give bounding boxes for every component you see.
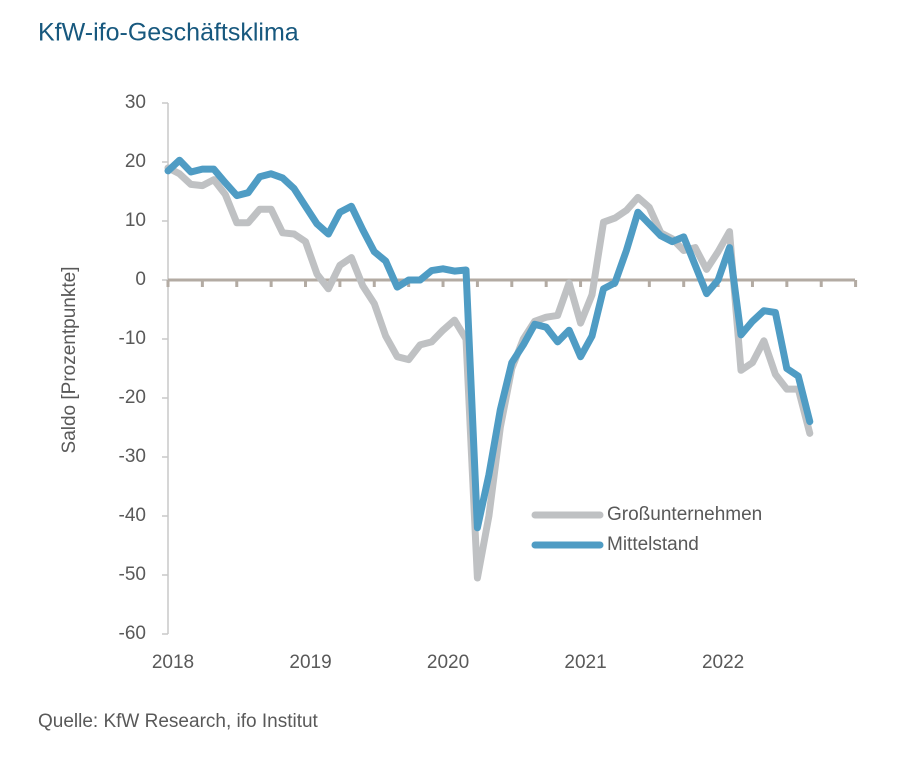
y-axis-label: Saldo [Prozentpunkte] bbox=[59, 267, 80, 454]
y-tick-label: 30 bbox=[125, 92, 146, 113]
y-tick-label: -60 bbox=[119, 623, 146, 644]
chart-title: KfW-ifo-Geschäftsklima bbox=[38, 19, 299, 47]
x-tick-label: 2021 bbox=[564, 652, 606, 673]
y-tick-label: -50 bbox=[119, 564, 146, 585]
y-tick-label: 20 bbox=[125, 151, 146, 172]
y-tick-label: 10 bbox=[125, 210, 146, 231]
x-tick-label: 2022 bbox=[702, 652, 744, 673]
source-note: Quelle: KfW Research, ifo Institut bbox=[38, 711, 319, 732]
y-tick-label: -20 bbox=[119, 387, 146, 408]
x-tick-label: 2020 bbox=[427, 652, 469, 673]
legend-label: Großunternehmen bbox=[607, 504, 762, 525]
series-line bbox=[164, 164, 814, 582]
y-tick-label: 0 bbox=[135, 269, 146, 290]
series-line bbox=[164, 156, 814, 532]
x-tick-label: 2018 bbox=[152, 652, 194, 673]
y-tick-label: -40 bbox=[119, 505, 146, 526]
y-tick-label: -30 bbox=[119, 446, 146, 467]
x-tick-label: 2019 bbox=[289, 652, 331, 673]
y-tick-label: -10 bbox=[119, 328, 146, 349]
legend-label: Mittelstand bbox=[607, 534, 699, 555]
